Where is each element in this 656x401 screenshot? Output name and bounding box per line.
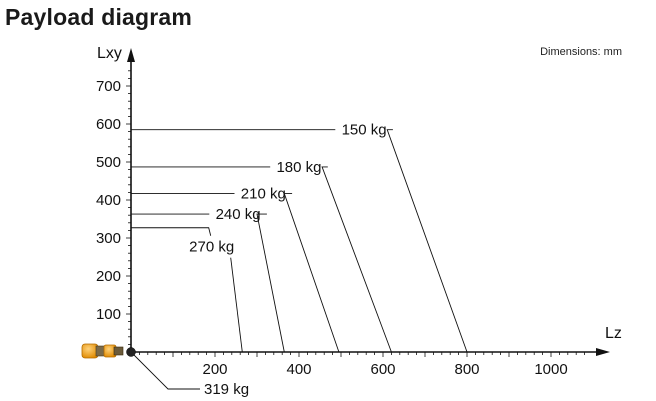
series-270-kg: 270 kg: [131, 227, 243, 353]
y-axis-label: Lxy: [97, 45, 122, 62]
x-axis-label: Lz: [605, 325, 622, 342]
series-label: 150 kg: [342, 122, 387, 139]
series-line-segment: [230, 257, 243, 353]
origin-annotation: 319 kg: [130, 351, 249, 398]
y-tick-label: 100: [96, 306, 121, 323]
x-tick-label: 800: [454, 361, 479, 378]
series-240-kg: 240 kg: [131, 206, 285, 353]
y-tick-label: 300: [96, 230, 121, 247]
x-tick-label: 1000: [534, 361, 567, 378]
series-line-segment: [283, 193, 340, 353]
x-tick-label: 200: [202, 361, 227, 378]
page-title: Payload diagram: [5, 4, 193, 30]
y-axis-arrow: [127, 48, 135, 62]
y-tick-label: 600: [96, 116, 121, 133]
series-label: 210 kg: [241, 186, 286, 203]
series-180-kg: 180 kg: [131, 159, 392, 353]
series-line-segment: [131, 227, 212, 236]
series-line-segment: [386, 129, 468, 353]
series-210-kg: 210 kg: [131, 186, 340, 353]
ticks-layer: 200 400 600 800 1000 100 200 300 400 500 600 700: [96, 70, 585, 378]
x-tick-label: 400: [286, 361, 311, 378]
series-line-segment: [321, 166, 392, 353]
x-axis-arrow: [596, 348, 610, 356]
series-line-segment: [256, 213, 285, 353]
y-tick-label: 400: [96, 192, 121, 209]
y-tick-label: 700: [96, 78, 121, 95]
x-tick-label: 600: [370, 361, 395, 378]
curves-layer: 150 kg 180 kg 210 kg 240 kg 270 kg 319 kg: [130, 122, 468, 398]
series-label: 180 kg: [276, 159, 321, 176]
series-label: 270 kg: [189, 239, 234, 256]
origin-leader-line: [130, 351, 200, 390]
axes-layer: Lz Lxy: [97, 45, 622, 356]
y-tick-label: 500: [96, 154, 121, 171]
robot-flange-icon: [81, 343, 136, 359]
origin-annotation-label: 319 kg: [204, 381, 249, 398]
y-tick-label: 200: [96, 268, 121, 285]
series-150-kg: 150 kg: [131, 122, 468, 353]
dimensions-note: Dimensions: mm: [540, 46, 622, 58]
series-label: 240 kg: [216, 206, 261, 223]
